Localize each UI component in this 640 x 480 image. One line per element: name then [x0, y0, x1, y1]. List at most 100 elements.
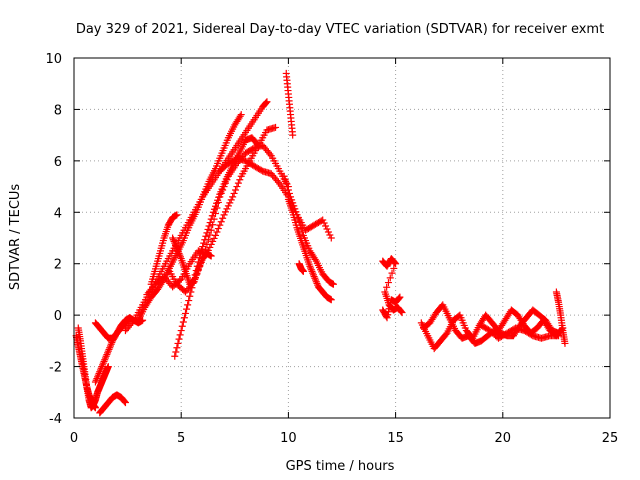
data-point [230, 189, 238, 197]
data-point [101, 356, 109, 364]
data-point [185, 297, 193, 305]
data-point [309, 271, 317, 279]
data-point [224, 202, 232, 210]
data-point [176, 253, 184, 261]
data-point [205, 222, 213, 230]
series-arc-23 [552, 288, 569, 347]
data-point [266, 150, 274, 158]
data-point [311, 274, 319, 282]
data-point [323, 225, 331, 233]
data-point [106, 344, 114, 352]
plot-frame [73, 57, 611, 419]
series-arc-7 [134, 111, 245, 324]
data-point [324, 228, 332, 236]
data-point [397, 307, 405, 315]
data-point [390, 258, 398, 266]
data-point [96, 366, 104, 374]
data-point [280, 172, 288, 180]
data-point [232, 186, 240, 194]
data-point [216, 221, 224, 229]
data-point [100, 357, 108, 365]
data-point [236, 112, 244, 120]
data-point [204, 236, 212, 244]
data-point [104, 347, 112, 355]
data-point [94, 373, 102, 381]
data-point [175, 335, 183, 343]
data-point [104, 349, 112, 357]
data-point [129, 318, 137, 326]
data-point [322, 222, 330, 230]
data-point [94, 371, 102, 379]
data-point [196, 262, 204, 270]
data-point [384, 279, 392, 287]
data-point [106, 342, 114, 350]
data-point [197, 258, 205, 266]
data-point [561, 339, 569, 347]
data-point [237, 111, 245, 119]
data-point [99, 361, 107, 369]
data-point [312, 278, 320, 286]
data-point [191, 274, 199, 282]
data-point [193, 270, 201, 278]
data-point [190, 278, 198, 286]
data-point [320, 219, 328, 227]
series-arc-22 [477, 321, 563, 342]
data-point [214, 225, 222, 233]
data-point [91, 404, 99, 412]
data-point [308, 267, 316, 275]
data-point [183, 305, 191, 313]
series-arc-17 [295, 260, 307, 275]
data-point [176, 276, 184, 284]
series-arc-15 [284, 195, 335, 304]
data-point [124, 315, 132, 323]
y-tick-label: 0 [54, 309, 62, 324]
data-point [98, 363, 106, 371]
data-point [213, 228, 221, 236]
data-point [386, 274, 394, 282]
data-point [272, 123, 280, 131]
data-point [282, 179, 290, 187]
data-point [103, 351, 111, 359]
data-point [311, 255, 319, 263]
data-point [391, 259, 399, 267]
data-point [310, 273, 318, 281]
data-point [326, 231, 334, 239]
data-point [262, 99, 270, 107]
data-point [174, 339, 182, 347]
data-point [236, 176, 244, 184]
data-point [181, 309, 189, 317]
data-point [180, 314, 188, 322]
data-point [385, 305, 393, 313]
series-arc-2 [72, 332, 99, 412]
y-axis-label: SDTVAR / TECUs [8, 184, 23, 291]
data-point [309, 269, 317, 277]
data-point [207, 252, 215, 260]
y-tick-label: 10 [45, 52, 62, 67]
data-point [307, 264, 315, 272]
data-point [319, 216, 327, 224]
data-point [173, 344, 181, 352]
data-point [219, 186, 227, 194]
data-point [396, 293, 404, 301]
data-point [189, 279, 197, 287]
data-point [219, 214, 227, 222]
series-arc-16 [282, 69, 297, 139]
data-point [104, 363, 112, 371]
data-point [92, 376, 100, 384]
data-point [101, 354, 109, 362]
data-point [388, 269, 396, 277]
data-point [169, 234, 177, 242]
data-point [222, 179, 230, 187]
data-point [234, 179, 242, 187]
data-point [172, 243, 180, 251]
data-point [294, 214, 302, 222]
data-point [97, 364, 105, 372]
data-point [299, 267, 307, 275]
data-point [206, 231, 214, 239]
data-point [178, 322, 186, 330]
data-point [217, 189, 225, 197]
data-point [329, 280, 337, 288]
data-point [121, 399, 129, 407]
data-point [212, 202, 220, 210]
